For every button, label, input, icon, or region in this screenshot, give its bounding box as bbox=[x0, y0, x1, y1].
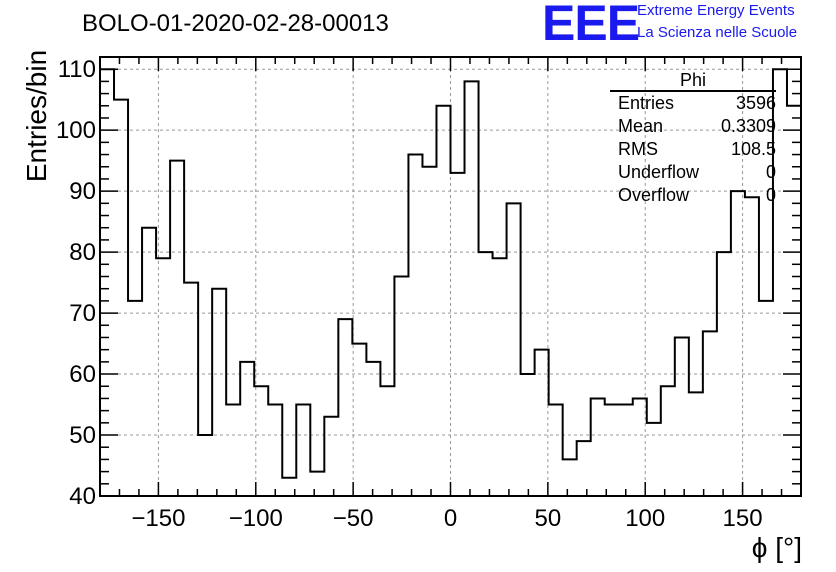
stats-value: 0 bbox=[765, 185, 776, 205]
stats-box-title: Phi bbox=[610, 70, 776, 92]
y-axis-label: Entries/bin bbox=[21, 49, 52, 183]
y-tick-label: 70 bbox=[69, 300, 96, 327]
axis-ticks bbox=[100, 56, 801, 497]
x-tick-label: 50 bbox=[535, 505, 562, 532]
y-tick-label: 40 bbox=[69, 483, 96, 510]
stats-value: 108.5 bbox=[730, 139, 776, 159]
y-tick-label: 50 bbox=[69, 422, 96, 449]
y-tick-label: 100 bbox=[56, 117, 96, 144]
eee-logo: EEE bbox=[542, 0, 640, 51]
stats-value: 0.3309 bbox=[720, 116, 776, 136]
stats-label: Overflow bbox=[618, 185, 690, 205]
stats-label: RMS bbox=[618, 139, 658, 159]
stats-label: Entries bbox=[618, 93, 675, 113]
tick-labels: −150 −100 −50 0 50 100 150 40 50 60 70 80 90 100 110 bbox=[56, 56, 763, 532]
x-tick-label: 150 bbox=[723, 505, 763, 532]
y-tick-label: 110 bbox=[58, 56, 96, 83]
stats-row-underflow: Underflow 0 bbox=[610, 161, 776, 184]
stats-label: Mean bbox=[618, 116, 664, 136]
x-tick-label: 0 bbox=[444, 505, 457, 532]
stats-row-rms: RMS 108.5 bbox=[610, 138, 776, 161]
logo-line-2: La Scienza nelle Scuole bbox=[637, 24, 798, 41]
plot-frame bbox=[99, 56, 802, 497]
stats-value: 0 bbox=[765, 162, 776, 182]
y-tick-label: 60 bbox=[69, 361, 96, 388]
stats-row-entries: Entries 3596 bbox=[610, 92, 776, 115]
x-tick-label: −100 bbox=[229, 505, 283, 532]
x-tick-label: −150 bbox=[131, 505, 185, 532]
y-tick-label: 80 bbox=[69, 239, 96, 266]
stats-label: Underflow bbox=[618, 162, 700, 182]
stats-value: 3596 bbox=[735, 93, 776, 113]
logo-line-1: Extreme Energy Events bbox=[637, 2, 795, 19]
stats-row-mean: Mean 0.3309 bbox=[610, 115, 776, 138]
stats-box: Phi Entries 3596 Mean 0.3309 RMS 108.5 Unde… bbox=[610, 70, 776, 207]
x-tick-label: −50 bbox=[333, 505, 374, 532]
x-axis-label: ϕ [°] bbox=[751, 532, 802, 563]
y-tick-label: 90 bbox=[69, 178, 96, 205]
stats-row-overflow: Overflow 0 bbox=[610, 184, 776, 207]
chart-title: BOLO-01-2020-02-28-00013 bbox=[82, 10, 389, 37]
histogram-step-line bbox=[100, 68, 801, 479]
x-tick-label: 100 bbox=[625, 505, 665, 532]
